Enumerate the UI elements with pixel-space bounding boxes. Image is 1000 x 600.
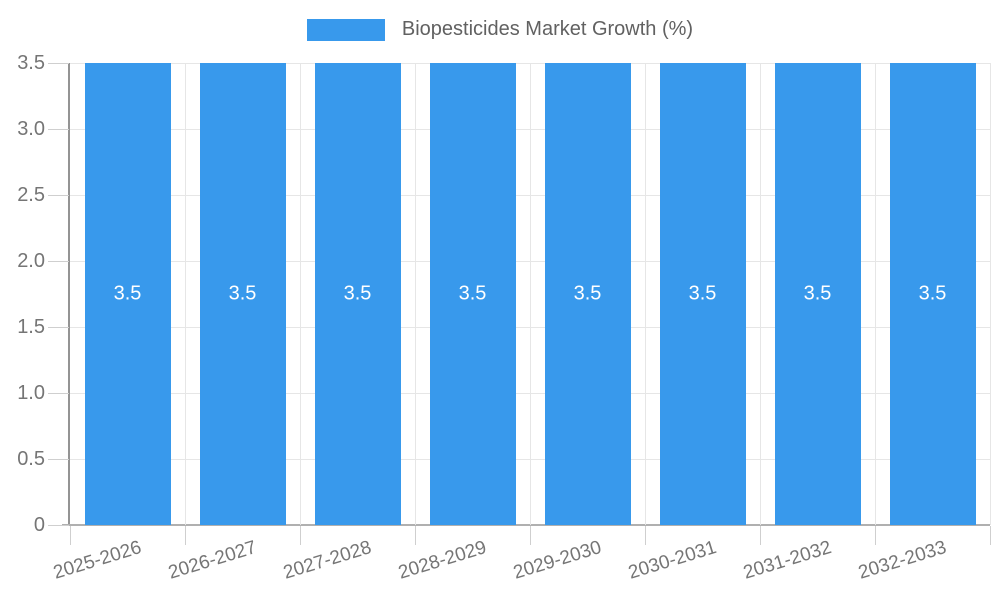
x-gridline [529, 63, 531, 525]
x-tick-label: 2029-2030 [510, 537, 604, 584]
x-gridline [299, 63, 301, 525]
legend[interactable]: Biopesticides Market Growth (%) [0, 18, 1000, 41]
y-tick-label: 2.0 [17, 250, 45, 272]
x-tick-label: 2026-2027 [165, 537, 259, 584]
y-tick-label: 3.0 [17, 118, 45, 140]
x-tick-label: 2028-2029 [395, 537, 489, 584]
bar[interactable]: 3.5 [544, 63, 631, 525]
x-gridline [989, 63, 991, 525]
x-tick-label: 2031-2032 [740, 537, 834, 584]
x-tick-mark [184, 526, 186, 545]
y-tick-mark [48, 392, 69, 394]
x-tick-label: 2025-2026 [50, 537, 144, 584]
y-tick-mark [48, 524, 69, 526]
y-tick-label: 0 [33, 514, 45, 536]
legend-label[interactable]: Biopesticides Market Growth (%) [401, 18, 694, 40]
x-axis-line [62, 524, 990, 526]
bar-value-label: 3.5 [688, 282, 717, 305]
x-tick-mark [644, 526, 646, 545]
bar-value-label: 3.5 [573, 282, 602, 305]
bar[interactable]: 3.5 [314, 63, 401, 525]
y-tick-mark [48, 326, 69, 328]
bar-value-label: 3.5 [228, 282, 257, 305]
x-tick-mark [529, 526, 531, 545]
bar-value-label: 3.5 [918, 282, 947, 305]
x-tick-label: 2032-2033 [855, 537, 949, 584]
y-axis-line [68, 63, 70, 525]
y-tick-mark [48, 62, 69, 64]
x-gridline [874, 63, 876, 525]
x-gridline [414, 63, 416, 525]
bar[interactable]: 3.5 [84, 63, 171, 525]
bar-value-label: 3.5 [803, 282, 832, 305]
y-tick-label: 1.0 [17, 382, 45, 404]
x-tick-mark [414, 526, 416, 545]
y-tick-mark [48, 194, 69, 196]
y-tick-mark [48, 458, 69, 460]
bar[interactable]: 3.5 [429, 63, 516, 525]
bar-value-label: 3.5 [113, 282, 142, 305]
bar-value-label: 3.5 [343, 282, 372, 305]
x-tick-mark [989, 526, 991, 545]
y-tick-mark [48, 260, 69, 262]
bar-value-label: 3.5 [458, 282, 487, 305]
y-tick-label: 3.5 [17, 52, 45, 74]
x-tick-mark [299, 526, 301, 545]
y-tick-label: 0.5 [17, 448, 45, 470]
x-tick-label: 2027-2028 [280, 537, 374, 584]
x-gridline [184, 63, 186, 525]
legend-swatch[interactable] [306, 18, 385, 41]
y-tick-mark [48, 128, 69, 130]
x-gridline [644, 63, 646, 525]
y-tick-label: 2.5 [17, 184, 45, 206]
x-gridline [759, 63, 761, 525]
bar[interactable]: 3.5 [774, 63, 861, 525]
x-tick-mark [874, 526, 876, 545]
x-tick-label: 2030-2031 [625, 537, 719, 584]
bar[interactable]: 3.5 [889, 63, 976, 525]
bar[interactable]: 3.5 [659, 63, 746, 525]
x-tick-mark [69, 526, 71, 545]
x-tick-mark [759, 526, 761, 545]
bar[interactable]: 3.5 [199, 63, 286, 525]
y-tick-label: 1.5 [17, 316, 45, 338]
plot-area: 3.5 3.5 3.5 3.5 3.5 3.5 3.5 3.5 [70, 62, 991, 525]
